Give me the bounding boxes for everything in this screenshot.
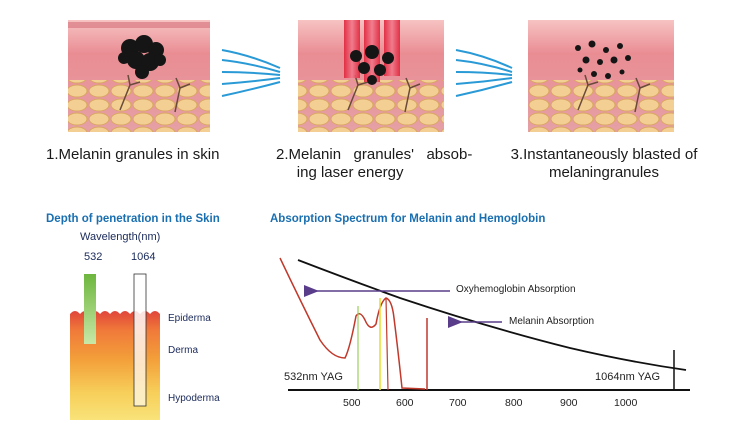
step-3-caption: 3.Instantaneously blasted of melaningran… bbox=[510, 146, 698, 181]
x-tick-800: 800 bbox=[505, 397, 523, 409]
hemoglobin-curve bbox=[279, 257, 426, 390]
melanin-fragments bbox=[575, 40, 631, 79]
layer-derma: Derma bbox=[168, 345, 199, 356]
yag1064-label: 1064nm YAG bbox=[595, 371, 661, 383]
melanin-label: Melanin Absorption bbox=[509, 316, 595, 327]
layer-epiderma: Epiderma bbox=[168, 313, 211, 324]
skin-depth-diagram bbox=[70, 273, 160, 420]
yag532-label: 532nm YAG bbox=[284, 371, 343, 383]
x-tick-600: 600 bbox=[396, 397, 414, 409]
beam-532 bbox=[84, 274, 96, 344]
layer-hypoderma: Hypoderma bbox=[168, 393, 220, 404]
step-1-caption: 1.Melanin granules in skin bbox=[46, 146, 220, 163]
skin-panel-1 bbox=[68, 20, 210, 132]
x-tick-1000: 1000 bbox=[614, 397, 638, 409]
melanin-cluster bbox=[118, 35, 166, 79]
skin-panel-2 bbox=[298, 20, 444, 132]
line-red bbox=[385, 297, 389, 391]
absorption-spectrum-chart bbox=[279, 257, 690, 391]
x-tick-700: 700 bbox=[449, 397, 467, 409]
wavelength-label: Wavelength(nm) bbox=[80, 231, 161, 243]
penetration-title: Depth of penetration in the Skin bbox=[46, 213, 220, 225]
oxy-label: Oxyhemoglobin Absorption bbox=[456, 284, 576, 295]
step-2-caption: 2.Melanin granules' absob- ing laser ene… bbox=[276, 146, 473, 181]
wavelength-532: 532 bbox=[84, 251, 103, 263]
spectrum-title: Absorption Spectrum for Melanin and Hemo… bbox=[270, 213, 546, 225]
skin-layers bbox=[70, 311, 160, 420]
melanin-curve bbox=[297, 259, 687, 371]
flow-arrows-1 bbox=[221, 49, 281, 97]
wavelength-1064: 1064 bbox=[131, 251, 156, 263]
x-tick-900: 900 bbox=[560, 397, 578, 409]
flow-arrows-2 bbox=[455, 49, 513, 97]
laser-process-illustrations bbox=[68, 20, 674, 132]
x-tick-500: 500 bbox=[343, 397, 361, 409]
skin-panel-3 bbox=[528, 20, 674, 132]
melanin-cluster-heated bbox=[350, 45, 394, 85]
beam-1064 bbox=[133, 273, 147, 407]
